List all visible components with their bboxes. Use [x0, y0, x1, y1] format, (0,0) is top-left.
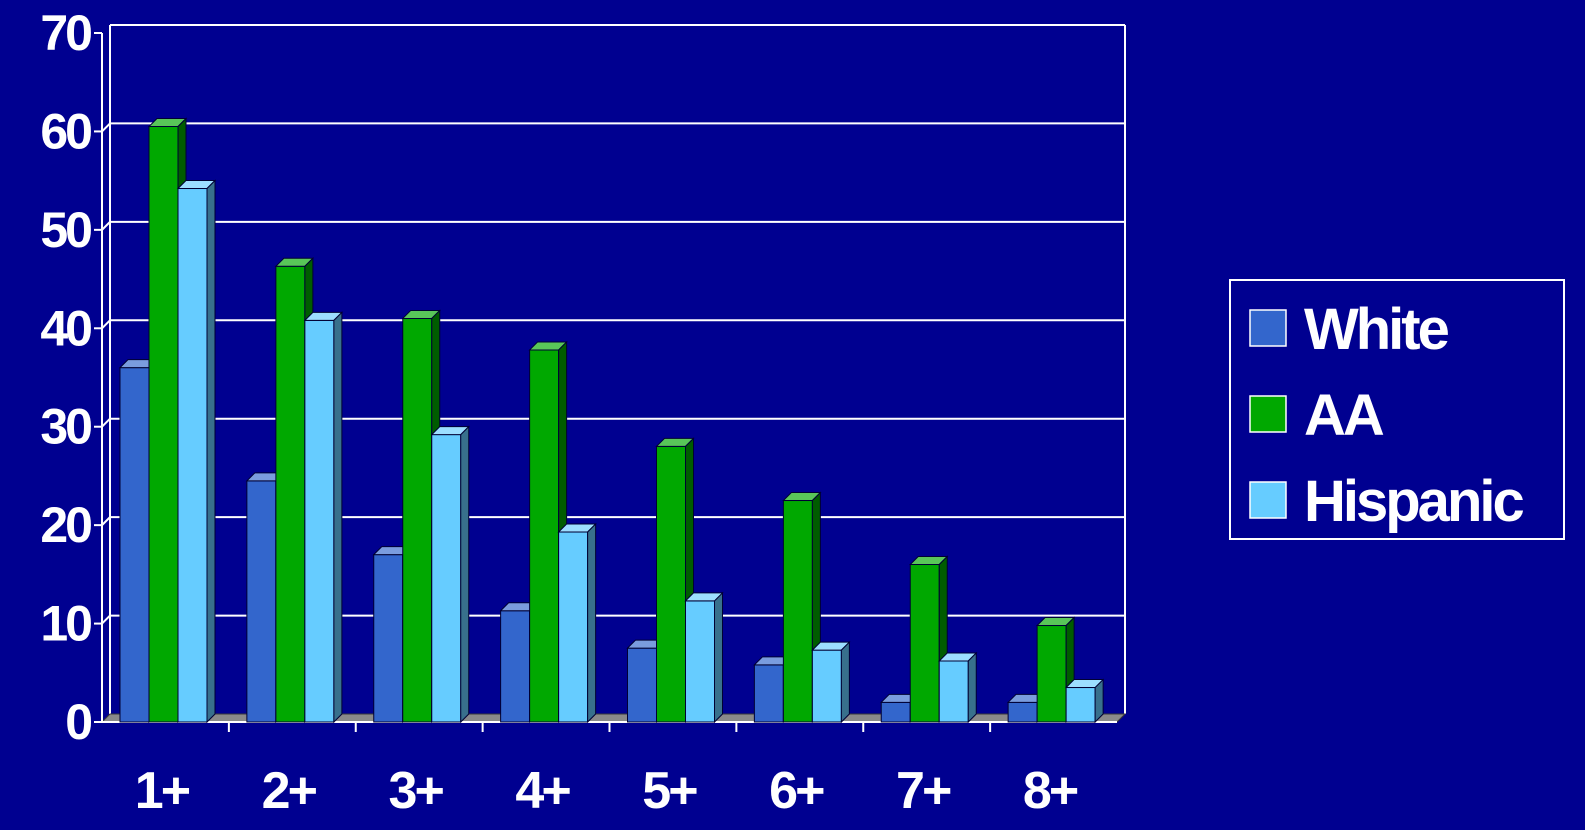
bar-front: [431, 434, 462, 723]
gridline-side: [101, 319, 111, 329]
y-tick-label: 20: [40, 497, 91, 553]
bar-front: [1065, 687, 1096, 723]
y-tick-label: 70: [40, 5, 91, 61]
y-tick-label: 40: [40, 300, 91, 356]
gridline-side: [101, 516, 111, 526]
bar-front: [627, 647, 657, 723]
bar-front: [1007, 701, 1038, 723]
legend: White AA Hispanic: [1229, 279, 1565, 540]
bar-front: [938, 660, 969, 723]
gridline-side: [101, 122, 111, 133]
bar-hispanic-6: [811, 640, 851, 724]
x-tick-label: 2+: [262, 762, 317, 820]
y-tick-label: 10: [40, 596, 91, 652]
legend-label-hispanic: Hispanic: [1304, 469, 1523, 534]
bar-side: [333, 311, 343, 724]
bar-front: [782, 500, 813, 723]
y-tick-label: 0: [65, 694, 91, 750]
bar-side: [967, 651, 977, 724]
bar-aa-8: [1035, 616, 1076, 724]
gridline-side: [101, 418, 111, 428]
bar-front: [304, 319, 335, 723]
bar-front: [275, 265, 306, 723]
legend-label-aa: AA: [1304, 383, 1384, 448]
x-tick-label: 4+: [515, 762, 570, 820]
bar-front: [753, 664, 784, 723]
bar-front: [500, 610, 531, 723]
x-tick-label: 7+: [896, 762, 951, 820]
bar-front: [177, 188, 208, 723]
bar-hispanic-8: [1064, 678, 1105, 724]
bar-side: [460, 425, 470, 724]
bar-front: [373, 554, 404, 723]
bar-hispanic-1: [176, 179, 217, 724]
bar-front: [880, 701, 911, 723]
legend-swatch-hispanic: [1249, 481, 1287, 519]
x-tick-label: 6+: [769, 762, 824, 820]
y-tick-label: 60: [40, 103, 91, 159]
bar-front: [656, 445, 686, 723]
bar-front: [811, 649, 842, 723]
bar-hispanic-5: [684, 591, 724, 724]
bar-side: [840, 640, 850, 724]
x-tick-label: 3+: [389, 762, 444, 820]
bar-front: [909, 564, 940, 723]
y-tick-label: 30: [40, 399, 91, 455]
bar-front: [246, 480, 277, 723]
bar-front: [402, 317, 433, 723]
bar-front: [148, 126, 179, 723]
bar-hispanic-7: [938, 651, 978, 724]
bar-white-6: [753, 655, 793, 724]
bar-aa-3: [401, 309, 441, 724]
x-tick-label: 5+: [642, 762, 697, 820]
bar-hispanic-2: [303, 311, 344, 724]
gridline-side: [101, 221, 111, 231]
y-tick-label: 50: [40, 202, 91, 258]
bar-front: [558, 531, 589, 723]
bar-front: [119, 367, 150, 723]
bar-front: [529, 349, 560, 723]
bar-side: [714, 591, 723, 724]
x-tick-label: 8+: [1023, 762, 1078, 820]
legend-label-white: White: [1304, 297, 1449, 362]
legend-swatch-white: [1249, 309, 1287, 347]
x-tick-label: 1+: [135, 762, 190, 820]
bar-side: [206, 179, 216, 724]
gridline-side: [101, 614, 111, 625]
bar-front: [685, 600, 715, 723]
bar-front: [1036, 625, 1067, 723]
bar-hispanic-3: [430, 425, 470, 724]
bar-hispanic-4: [557, 522, 597, 724]
bar-side: [1094, 678, 1104, 724]
legend-swatch-aa: [1249, 395, 1287, 433]
bar-side: [587, 522, 597, 724]
